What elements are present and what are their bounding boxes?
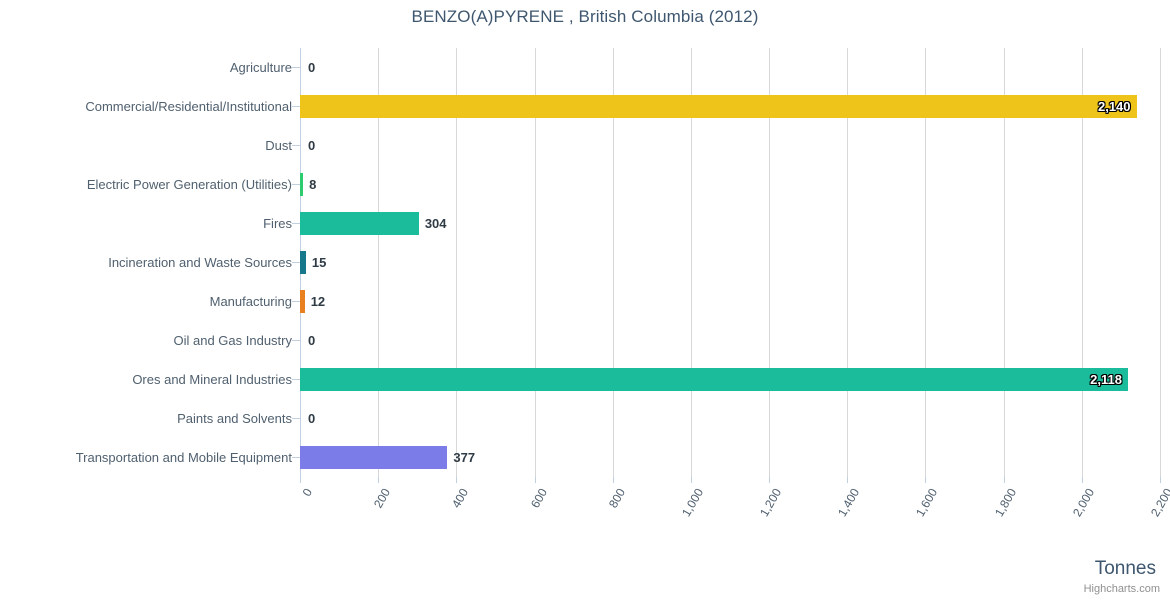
bar-value-label: 12 xyxy=(310,294,326,309)
category-label: Oil and Gas Industry xyxy=(173,333,293,348)
category-label: Commercial/Residential/Institutional xyxy=(85,99,292,114)
chart-title: BENZO(A)PYRENE , British Columbia (2012) xyxy=(411,7,759,26)
x-axis-tick-label: 600 xyxy=(527,486,550,511)
x-axis-tick-mark xyxy=(769,477,771,483)
bar-value-label: 0 xyxy=(308,333,316,348)
x-axis-tick-mark xyxy=(456,477,458,483)
bar-track xyxy=(300,243,1160,282)
bar-value-label: 304 xyxy=(424,216,447,231)
gridline xyxy=(378,48,380,477)
x-axis-tick-mark xyxy=(925,477,927,483)
x-axis-tick-label: 2,000 xyxy=(1069,486,1097,520)
x-axis: 0 200 400 600 800 1,000 1,200 1,400 1,600 1,800 2,… xyxy=(0,477,1170,537)
bar-row[interactable]: Agriculture 0 xyxy=(0,48,1170,87)
x-axis-tick-mark xyxy=(1081,477,1083,483)
gridline xyxy=(534,48,536,477)
x-axis-tick-label: 800 xyxy=(605,486,628,511)
x-axis-tick-label: 1,000 xyxy=(678,486,707,520)
bar-row[interactable]: Ores and Mineral Industries 2,118 xyxy=(0,360,1170,399)
category-tick xyxy=(292,223,300,224)
gridline xyxy=(1003,48,1005,477)
bar-value-label: 0 xyxy=(308,60,316,75)
bar[interactable] xyxy=(300,173,304,196)
bar[interactable] xyxy=(300,290,305,313)
bar-track xyxy=(300,165,1160,204)
gridline xyxy=(456,48,458,477)
category-label: Electric Power Generation (Utilities) xyxy=(86,177,292,192)
x-axis-tick-label: 1,200 xyxy=(757,486,785,520)
bar-row[interactable]: Transportation and Mobile Equipment 377 xyxy=(0,438,1170,477)
bar-value-label: 2,118 xyxy=(1090,372,1122,387)
bar-value-label: 377 xyxy=(453,450,476,465)
bar-value-label: 2,140 xyxy=(1097,99,1131,114)
category-tick xyxy=(292,67,300,68)
x-axis-tick-label: 2,200 xyxy=(1147,486,1170,520)
gridline xyxy=(925,48,927,477)
bar-row[interactable]: Fires 304 xyxy=(0,204,1170,243)
bar-row[interactable]: Paints and Solvents 0 xyxy=(0,399,1170,438)
bar-row[interactable]: Dust 0 xyxy=(0,126,1170,165)
category-label: Fires xyxy=(263,216,292,231)
x-axis-tick-label: 400 xyxy=(449,486,472,511)
category-tick xyxy=(292,379,300,380)
x-axis-tick-mark xyxy=(1160,477,1161,483)
x-axis-tick-label: 1,400 xyxy=(835,486,863,520)
x-axis-tick-label: 1,600 xyxy=(913,486,941,520)
category-tick xyxy=(292,145,300,146)
x-axis-tick-mark xyxy=(612,477,614,483)
gridline xyxy=(1081,48,1083,477)
gridline xyxy=(612,48,614,477)
category-tick xyxy=(292,418,300,419)
category-tick xyxy=(292,301,300,302)
bar-row[interactable]: Manufacturing 12 xyxy=(0,282,1170,321)
axis-unit-title: Tonnes xyxy=(1094,558,1156,579)
x-axis-tick-mark xyxy=(690,477,692,483)
bar[interactable] xyxy=(300,212,419,235)
category-tick xyxy=(292,106,300,107)
bar[interactable] xyxy=(300,95,1137,118)
bar-value-label: 8 xyxy=(309,177,317,192)
highcharts-credits[interactable]: Highcharts.com xyxy=(1083,583,1160,595)
gridline xyxy=(1160,48,1161,477)
bar-row[interactable]: Electric Power Generation (Utilities) 8 xyxy=(0,165,1170,204)
bar-row[interactable]: Incineration and Waste Sources 15 xyxy=(0,243,1170,282)
category-tick xyxy=(292,184,300,185)
x-axis-tick-mark xyxy=(534,477,536,483)
gridline xyxy=(690,48,692,477)
category-tick xyxy=(292,262,300,263)
bar-track xyxy=(300,282,1160,321)
bar-track xyxy=(300,204,1160,243)
bar-row[interactable]: Commercial/Residential/Institutional 2,14… xyxy=(0,87,1170,126)
bar-value-label: 0 xyxy=(308,411,316,426)
bar-track xyxy=(300,360,1160,399)
category-label: Manufacturing xyxy=(209,294,292,309)
bar-value-label: 0 xyxy=(308,138,316,153)
plot-area xyxy=(300,48,1161,477)
x-axis-tick-mark xyxy=(847,477,849,483)
category-label: Dust xyxy=(265,138,292,153)
x-axis-tick-mark xyxy=(378,477,380,483)
x-axis-tick-label: 200 xyxy=(371,486,394,511)
bar[interactable] xyxy=(300,251,306,274)
bar-value-label: 15 xyxy=(311,255,327,270)
x-axis-tick-label: 1,800 xyxy=(991,486,1019,520)
gridline xyxy=(769,48,771,477)
bar-track xyxy=(300,87,1160,126)
category-label: Paints and Solvents xyxy=(177,411,292,426)
gridline xyxy=(847,48,849,477)
bar-track xyxy=(300,438,1160,477)
category-label: Transportation and Mobile Equipment xyxy=(75,450,292,465)
x-axis-tick-mark xyxy=(1003,477,1005,483)
bar[interactable] xyxy=(300,368,1128,391)
category-label: Ores and Mineral Industries xyxy=(132,372,292,387)
category-label: Incineration and Waste Sources xyxy=(108,255,292,270)
bar[interactable] xyxy=(300,446,448,469)
category-label: Agriculture xyxy=(229,60,292,75)
bar-row[interactable]: Oil and Gas Industry 0 xyxy=(0,321,1170,360)
category-tick xyxy=(292,457,300,458)
category-tick xyxy=(292,340,300,341)
x-axis-tick-label: 0 xyxy=(299,486,316,499)
x-axis-tick-mark xyxy=(300,477,301,483)
